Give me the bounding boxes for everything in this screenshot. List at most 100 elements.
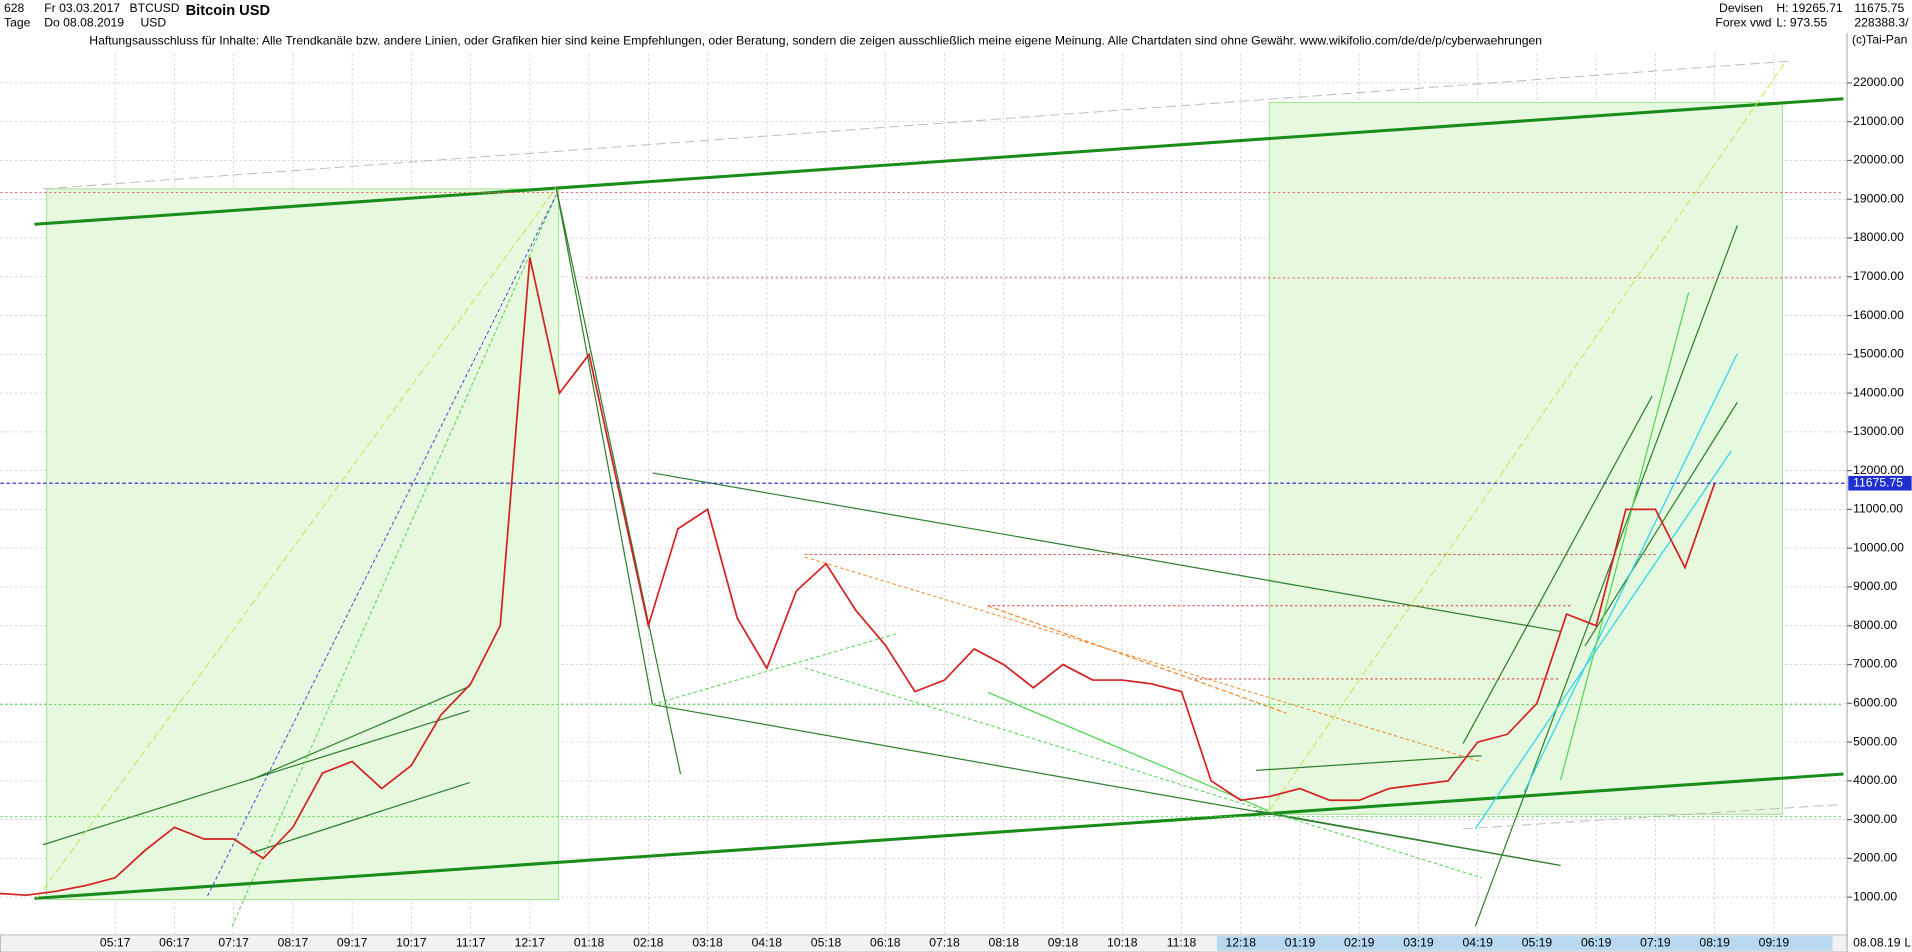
- x-tick-label: 05:19: [1522, 936, 1553, 950]
- x-tick-label: 01:18: [574, 936, 605, 950]
- trend-line: [987, 605, 1287, 714]
- trend-line: [804, 556, 1482, 763]
- y-tick-label: 19000.00: [1853, 191, 1904, 205]
- zone: [46, 188, 560, 901]
- source: Forex vwd: [1715, 15, 1771, 29]
- y-tick-label: 1000.00: [1853, 889, 1897, 903]
- y-tick-label: 20000.00: [1853, 153, 1904, 167]
- x-tick-label: 08:17: [278, 936, 309, 950]
- trend-line: [250, 781, 470, 854]
- x-tick-label: 12:18: [1226, 936, 1257, 950]
- trend-line: [652, 472, 1561, 633]
- y-tick-label: 10000.00: [1853, 540, 1904, 554]
- trend-lines: [34, 60, 1844, 927]
- x-tick-label: 08:18: [989, 936, 1020, 950]
- y-tick-label: 8000.00: [1853, 618, 1897, 632]
- trend-line: [249, 685, 470, 781]
- low: L: 973.55: [1776, 15, 1827, 29]
- period[interactable]: Tage: [4, 15, 31, 29]
- trend-line: [1523, 353, 1738, 793]
- y-tick-label: 2000.00: [1853, 851, 1897, 865]
- trend-line: [1255, 755, 1482, 771]
- x-tick-label: 06:18: [870, 936, 901, 950]
- trend-line: [1463, 804, 1841, 830]
- y-tick-label: 7000.00: [1853, 657, 1897, 671]
- trend-line: [34, 97, 1844, 226]
- x-tick-label: 02:18: [633, 936, 664, 950]
- currency: USD: [141, 15, 167, 29]
- y-tick-label: 9000.00: [1853, 579, 1897, 593]
- trend-line: [1474, 225, 1738, 927]
- x-tick-label: 08:19: [1699, 936, 1730, 950]
- y-tick-label: 22000.00: [1853, 75, 1904, 89]
- y-tick-label: 16000.00: [1853, 308, 1904, 322]
- trend-line: [207, 194, 557, 897]
- header-bar: [0, 0, 1912, 33]
- x-tick-label: 12:17: [515, 936, 546, 950]
- disclaimer: Haftungsausschluss für Inhalte: Alle Tre…: [89, 34, 1542, 48]
- trend-line: [804, 667, 1482, 879]
- x-tick-label: 09:18: [1048, 936, 1079, 950]
- symbol: BTCUSD: [130, 1, 180, 15]
- market: Devisen: [1719, 1, 1763, 15]
- trend-line: [555, 187, 682, 775]
- trend-line: [987, 691, 1269, 812]
- x-tick-label: 10:17: [396, 936, 427, 950]
- trend-line: [1584, 401, 1738, 647]
- x-tick-label: 06:19: [1581, 936, 1612, 950]
- trend-line: [555, 187, 654, 705]
- date-from: Fr 03.03.2017: [44, 1, 120, 15]
- trend-line: [42, 710, 470, 846]
- trend-line: [34, 772, 1844, 900]
- y-tick-label: 11000.00: [1853, 502, 1903, 516]
- x-tick-label: 05:17: [100, 936, 131, 950]
- chart-id[interactable]: 628: [4, 1, 25, 15]
- trend-line: [1474, 450, 1732, 830]
- y-tick-label: 6000.00: [1853, 696, 1897, 710]
- last-price-label: 11675.75: [1853, 475, 1903, 489]
- trend-line: [36, 187, 557, 899]
- last-price: 11675.75: [1854, 1, 1904, 15]
- chart-title: Bitcoin USD: [186, 3, 270, 19]
- plot: [0, 257, 1848, 897]
- y-tick-label: 18000.00: [1853, 230, 1904, 244]
- zone: [1268, 101, 1783, 815]
- x-tick-label: 11:17: [456, 936, 486, 950]
- x-tick-label: 11:18: [1167, 936, 1197, 950]
- x-tick-label: 02:19: [1344, 936, 1375, 950]
- y-tick-label: 12000.00: [1853, 463, 1904, 477]
- trend-line: [1462, 395, 1653, 744]
- date-to: Do 08.08.2019: [44, 15, 124, 29]
- price-line: [0, 257, 1716, 897]
- x-tick-label: 01:19: [1285, 936, 1316, 950]
- x-tick-label: 06:17: [159, 936, 190, 950]
- x-tick-label: 05:18: [811, 936, 842, 950]
- x-tick-label: 03:18: [692, 936, 723, 950]
- y-tick-label: 17000.00: [1853, 269, 1904, 283]
- last-price-tag: [1848, 475, 1912, 491]
- scroll-range[interactable]: [1216, 936, 1833, 951]
- y-tick-label: 13000.00: [1853, 424, 1904, 438]
- copyright: (c)Tai-Pan: [1852, 32, 1907, 46]
- y-tick-label: 14000.00: [1853, 385, 1904, 399]
- trend-line: [1560, 292, 1690, 781]
- x-tick-label: 07:18: [929, 936, 960, 950]
- x-tick-label: 07:19: [1640, 936, 1671, 950]
- trend-line: [231, 194, 557, 927]
- x-tick-label: 04:18: [752, 936, 783, 950]
- x-tick-label: 10:18: [1107, 936, 1138, 950]
- y-tick-label: 4000.00: [1853, 773, 1897, 787]
- y-tick-label: 15000.00: [1853, 347, 1904, 361]
- y-tick-label: 5000.00: [1853, 734, 1897, 748]
- y-tick-label: 21000.00: [1853, 114, 1904, 128]
- y-tick-label: 3000.00: [1853, 812, 1897, 826]
- x-tick-label: 04:19: [1462, 936, 1493, 950]
- x-tick-label: 09:19: [1759, 936, 1790, 950]
- end-date: 08.08.19: [1853, 936, 1901, 950]
- high: H: 19265.71: [1776, 1, 1843, 15]
- x-tick-label: 09:17: [337, 936, 368, 950]
- trend-line: [1268, 60, 1787, 811]
- scale-mode[interactable]: L: [1904, 936, 1911, 950]
